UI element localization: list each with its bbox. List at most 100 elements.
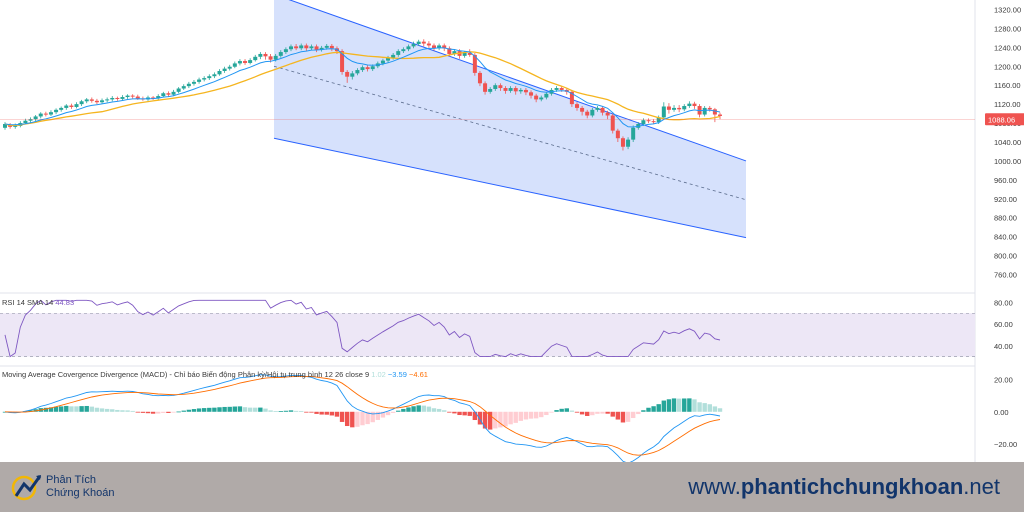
macd-histogram-bar — [426, 406, 432, 412]
macd-histogram-bar — [712, 406, 718, 412]
macd-histogram-bar — [207, 407, 212, 412]
candle-body — [432, 45, 436, 49]
candle-body — [94, 100, 99, 103]
rsi-line — [4, 299, 721, 358]
candle-body — [472, 54, 477, 73]
candle-body — [518, 89, 523, 92]
logo-text-line2: Chứng Khoán — [46, 487, 115, 499]
macd-histogram-bar — [329, 411, 335, 416]
macd-histogram-bar — [222, 406, 227, 412]
price-tick-label: 1280.00 — [994, 24, 1021, 33]
macd-histogram-bar — [53, 406, 59, 412]
candle-body — [452, 51, 457, 54]
chart-svg: 1320.00 1280.00 1240.00 1200.00 1160.00 1120.… — [0, 0, 1024, 462]
macd-panel: 20.00 0.00 −20.00 — [2, 374, 1017, 462]
candle-body — [84, 99, 89, 102]
candle-body — [672, 107, 677, 110]
channel-lower-line — [273, 137, 747, 239]
candle-body — [171, 91, 176, 95]
macd-histogram-bar — [493, 411, 498, 429]
candle-body — [544, 93, 549, 98]
candle-body — [299, 45, 304, 49]
macd-histogram-bar — [258, 407, 263, 412]
macd-histogram-bar — [74, 406, 79, 412]
candle-body — [442, 45, 447, 49]
macd-histogram-bar — [533, 411, 539, 419]
macd-histogram-bar — [717, 408, 723, 412]
candle-body — [406, 46, 411, 50]
brand-logo: Phân Tích Chứng Khoán — [10, 468, 160, 506]
macd-histogram-bar — [518, 411, 524, 421]
macd-histogram-bar — [84, 405, 89, 412]
macd-histogram-bar — [498, 411, 503, 428]
logo-text-line1: Phân Tích — [46, 474, 96, 486]
macd-histogram-bar — [610, 411, 615, 417]
candle-body — [294, 46, 299, 49]
macd-legend: Moving Average Covergence Divergence (MA… — [2, 370, 428, 379]
macd-histogram-bar — [467, 411, 472, 416]
price-tick-label: 1240.00 — [994, 43, 1021, 52]
macd-histogram-bar — [687, 398, 692, 412]
candle-body — [411, 44, 416, 47]
rsi-legend-value: 44.83 — [55, 298, 74, 307]
macd-histogram-bar — [421, 405, 426, 412]
candle-body — [416, 41, 421, 45]
macd-histogram-bar — [201, 408, 207, 412]
candle-body — [268, 56, 273, 60]
macd-histogram-bar — [299, 410, 304, 412]
macd-histogram-bar — [161, 411, 166, 413]
candle-body — [340, 51, 345, 72]
candle-body — [289, 46, 293, 50]
macd-histogram-bar — [196, 408, 202, 412]
macd-histogram-bar — [569, 410, 575, 412]
macd-histogram-bar — [350, 411, 355, 428]
candle-body — [79, 101, 84, 105]
candle-body — [217, 71, 222, 75]
macd-histogram-bar — [99, 408, 105, 412]
grid — [0, 0, 976, 462]
macd-histogram-bar — [385, 411, 391, 416]
macd-histogram-bar — [217, 407, 222, 412]
candle-body — [600, 107, 605, 113]
website-url[interactable]: www.phantichchungkhoan.net — [688, 474, 1000, 500]
candle-body — [631, 127, 636, 140]
candle-body — [329, 45, 334, 49]
candle-body — [559, 88, 564, 90]
macd-histogram-bar — [273, 411, 278, 412]
candle-body — [74, 104, 79, 107]
macd-histogram-bar — [253, 407, 258, 412]
candle-body — [304, 45, 309, 49]
candle-body — [166, 93, 171, 95]
price-tick-label: 1200.00 — [994, 62, 1021, 71]
macd-histogram-bar — [702, 403, 707, 412]
candle-body — [656, 117, 661, 123]
candle-body — [513, 88, 518, 92]
candle-body — [426, 43, 431, 46]
macd-histogram-bar — [401, 408, 406, 412]
macd-histogram-bar — [145, 411, 151, 414]
macd-histogram-bar — [508, 411, 513, 425]
macd-histogram-bar — [319, 411, 324, 415]
macd-histogram-bar — [513, 411, 518, 423]
macd-histogram-bar — [309, 411, 314, 413]
candle-body — [3, 124, 7, 128]
macd-histogram-bar — [447, 411, 452, 413]
macd-histogram-bar — [181, 410, 186, 412]
macd-histogram-bar — [166, 411, 171, 413]
macd-histogram-bar — [370, 411, 375, 423]
candle-body — [702, 107, 707, 115]
macd-histogram-bar — [544, 411, 549, 416]
candle-body — [447, 48, 452, 54]
candle-body — [176, 88, 181, 92]
regression-channel — [273, 0, 747, 239]
candle-body — [135, 96, 140, 99]
footer-banner: Phân Tích Chứng Khoán www.phantichchungk… — [0, 462, 1024, 512]
candle-body — [523, 89, 528, 93]
macd-histogram-bar — [554, 410, 559, 412]
macd-histogram-bar — [104, 408, 110, 412]
price-tick-label: 1160.00 — [994, 81, 1021, 90]
macd-histogram-bar — [48, 407, 54, 412]
price-tick-label: 840.00 — [994, 233, 1017, 242]
logo-swoosh-icon — [11, 475, 42, 501]
price-tick-label: 760.00 — [994, 271, 1017, 280]
